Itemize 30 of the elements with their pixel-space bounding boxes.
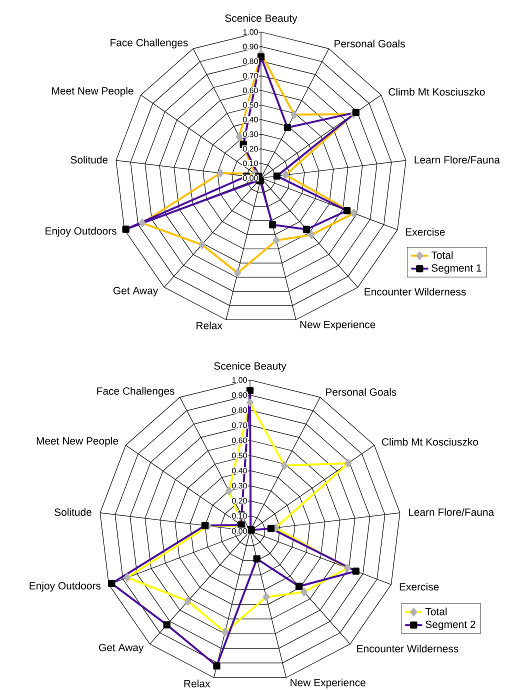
spoke-label: Scenice Beauty <box>214 362 286 372</box>
spoke-label: Relax <box>196 322 222 330</box>
spoke-label: Face Challenges <box>97 387 174 397</box>
spoke-label: Climb Mt Kosciuszko <box>388 88 485 96</box>
legend-label: Total <box>431 251 453 259</box>
spoke-label: Encounter Wilderness <box>357 644 458 652</box>
spoke-label: Relax <box>184 680 210 688</box>
spoke-label: Exercise <box>400 582 439 591</box>
spoke-label: Exercise <box>406 228 445 236</box>
spoke-label: Encounter Wilderness <box>364 288 466 296</box>
legend-label: Segment 2 <box>426 620 476 630</box>
spoke-label: Personal Goals <box>334 40 405 48</box>
spoke-label: Get Away <box>114 286 158 296</box>
spoke-label: New Experience <box>300 320 376 330</box>
spoke-label: Meet New People <box>36 436 118 447</box>
legend-label: Segment 1 <box>432 264 482 274</box>
spoke-label: Solitude <box>70 156 108 164</box>
spoke-label: Learn Flore/Fauna <box>408 508 494 516</box>
spoke-label: Enjoy Outdoors <box>46 226 116 237</box>
spoke-label: Scenice Beauty <box>225 14 298 24</box>
spoke-label: Face Challenges <box>110 38 188 48</box>
spoke-label: Solitude <box>54 508 92 516</box>
spoke-label: New Experience <box>290 678 366 688</box>
legend-label: Total <box>425 608 447 616</box>
spoke-label: Meet New People <box>52 86 134 97</box>
spoke-label: Climb Mt Kosciuszko <box>382 438 478 446</box>
spoke-label: Enjoy Outdoors <box>30 582 101 592</box>
spoke-label: Personal Goals <box>326 388 396 396</box>
spoke-label: Learn Flore/Fauna <box>414 156 500 164</box>
spoke-label: Get Away <box>99 644 144 654</box>
